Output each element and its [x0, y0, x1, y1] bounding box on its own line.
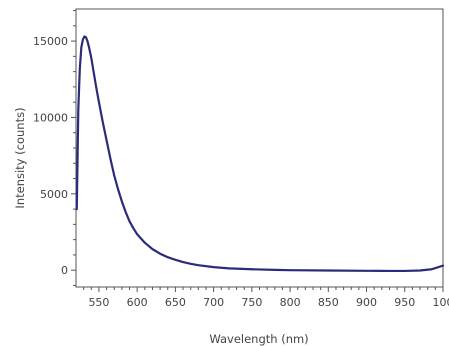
- data-point: [136, 233, 138, 235]
- x-tick-label: 700: [203, 296, 224, 309]
- data-point: [151, 248, 154, 250]
- data-point: [228, 267, 230, 269]
- data-point: [404, 270, 406, 272]
- data-point: [105, 139, 108, 141]
- data-point: [109, 158, 112, 160]
- data-point: [190, 263, 192, 265]
- y-axis-ticks: 0 5000 10000 15000: [33, 10, 76, 286]
- data-point: [113, 174, 115, 177]
- data-point: [388, 270, 391, 272]
- data-point: [92, 71, 95, 73]
- x-tick-label: 100: [433, 296, 449, 309]
- data-point: [419, 269, 421, 272]
- data-point: [159, 253, 161, 255]
- x-tick-label: 950: [394, 296, 415, 309]
- data-point: [79, 67, 81, 70]
- data-point: [98, 101, 100, 103]
- data-point: [132, 227, 134, 229]
- data-point: [102, 121, 104, 123]
- data-point: [95, 84, 97, 86]
- y-tick-label: 10000: [33, 111, 68, 124]
- x-tick-label: 600: [127, 296, 148, 309]
- data-point: [121, 200, 123, 203]
- data-point: [365, 270, 368, 272]
- y-tick-label: 15000: [33, 35, 68, 48]
- data-point: [128, 220, 131, 222]
- x-axis-title: Wavelength (nm): [209, 332, 308, 346]
- data-point: [90, 57, 92, 59]
- data-point: [85, 36, 87, 38]
- plot-frame: [75, 8, 444, 288]
- data-point: [182, 261, 184, 263]
- data-point: [430, 268, 433, 270]
- data-point: [77, 109, 79, 111]
- x-tick-label: 800: [280, 296, 301, 309]
- data-point: [274, 269, 276, 271]
- data-point: [117, 188, 119, 190]
- data-point: [167, 256, 169, 258]
- data-point: [80, 46, 82, 48]
- data-point: [144, 242, 146, 244]
- data-point: [174, 259, 176, 261]
- data-point: [442, 265, 444, 267]
- y-tick-label: 0: [61, 264, 68, 277]
- data-point: [251, 268, 253, 270]
- x-axis-ticks: 550 600 650 700 750 800 850 900 950 100: [83, 287, 449, 309]
- x-tick-label: 850: [318, 296, 339, 309]
- data-point: [86, 40, 89, 42]
- x-tick-label: 900: [356, 296, 377, 309]
- data-point: [327, 269, 329, 272]
- data-point: [197, 264, 199, 266]
- x-tick-label: 550: [88, 296, 109, 309]
- data-point: [76, 208, 78, 210]
- series-line-0: [75, 35, 445, 273]
- x-tick-label: 750: [241, 296, 262, 309]
- plot-border: [75, 8, 444, 288]
- data-point: [289, 269, 291, 271]
- data-point: [213, 266, 215, 268]
- data-point: [82, 38, 84, 41]
- series-layer: [75, 35, 445, 273]
- y-tick-label: 5000: [40, 188, 68, 201]
- data-point: [88, 46, 90, 48]
- y-axis-title: Intensity (counts): [13, 107, 27, 208]
- data-point: [125, 211, 127, 213]
- x-tick-label: 650: [165, 296, 186, 309]
- data-point: [83, 35, 86, 38]
